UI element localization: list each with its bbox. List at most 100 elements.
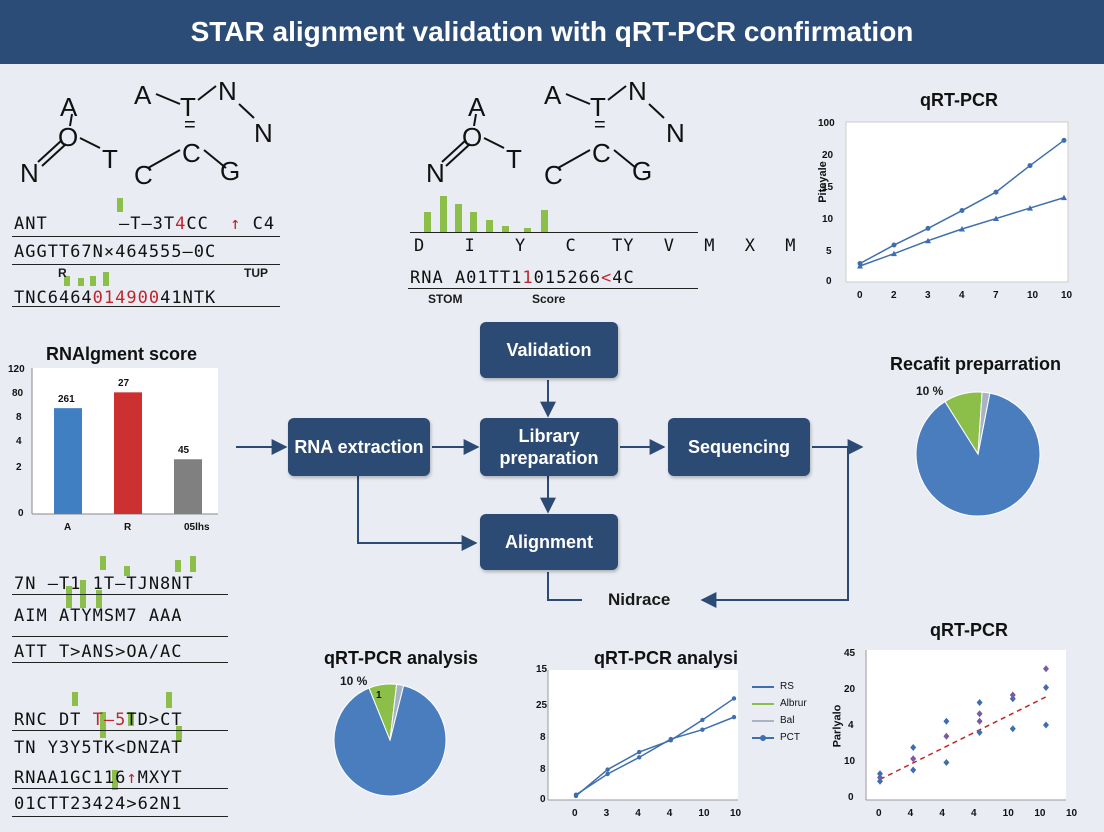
pie-slice-main [333, 685, 447, 797]
data-point [637, 749, 642, 755]
pie-right [915, 391, 1041, 517]
seq-left-mid-line3: ATT T>ANS>OA/AC [14, 642, 183, 662]
scatter-point [943, 717, 950, 725]
data-point [573, 792, 579, 797]
pie-bottom [333, 683, 447, 797]
pie-bottom-annotation: 10 % [340, 674, 368, 688]
scatter-point [1009, 725, 1016, 733]
seq-rule [12, 662, 228, 663]
data-point [1061, 137, 1067, 143]
seq-rule [408, 288, 698, 289]
chart-top-xtick: 3 [925, 290, 931, 301]
seq-label-tup: TUP [244, 266, 268, 280]
double-bond-left: = [184, 114, 196, 136]
seq-seg-red: ↑ [230, 214, 242, 234]
atom-o-center: O [462, 122, 483, 152]
chart-top-ytick: 15 [822, 182, 834, 193]
molecule-bonds-center [441, 85, 665, 169]
data-point [1027, 205, 1033, 211]
data-point [993, 215, 999, 222]
atom-g-left: G [220, 156, 241, 186]
atom-n-center: N [426, 158, 445, 188]
scatter-point [1043, 684, 1049, 691]
seq-seg: RNC DT [14, 710, 93, 730]
series-line-A [575, 697, 735, 797]
bar-chart-title: RNAlgment score [46, 344, 198, 364]
bar-A [54, 408, 82, 514]
scatter-xtick: 4 [939, 808, 945, 819]
bar-value-label: 27 [118, 378, 130, 390]
scatter-point [877, 770, 883, 778]
bar-ytick: 2 [16, 462, 22, 473]
sc-ytick: 0 [848, 792, 854, 803]
seq-seg: C4 [252, 214, 276, 234]
scatter-point [943, 732, 950, 740]
axis-letter: D [414, 236, 426, 256]
center-histogram-bars [424, 196, 548, 232]
rna-extraction-box[interactable]: RNA extraction [288, 418, 430, 476]
pie-right-title: Recafit preparration [890, 354, 1062, 374]
axis-letter: V [663, 236, 675, 256]
chart-top-ytick: 5 [826, 246, 832, 257]
axis-letter: M [785, 236, 797, 256]
data-point [891, 250, 897, 257]
bar-category-label: A [64, 522, 72, 533]
chart-bottom-xtick: 10 [730, 808, 742, 819]
axis-letter: Y [515, 236, 527, 256]
bar-value-label: 45 [178, 445, 190, 457]
scatter-xtick: 4 [971, 808, 977, 819]
seq-seg-red: ↑ [126, 768, 138, 788]
seq-center-line: RNA A01TT11015266<4C [410, 268, 635, 288]
alignment-box[interactable]: Alignment [480, 514, 618, 570]
scatter-point [1043, 665, 1049, 673]
legend-bal: Bal [780, 715, 795, 726]
seq-left-top-line3: TNC646401490041NTK [14, 288, 216, 308]
molecule-bonds-left [37, 85, 255, 169]
seq-seg: ANT [14, 214, 48, 234]
data-point [925, 237, 931, 244]
scatter-xtick: 10 [1002, 808, 1014, 819]
sc-ytick: 4 [848, 720, 854, 731]
chart-bottom-line-series [573, 696, 737, 799]
seq-rule [12, 788, 228, 789]
validation-box[interactable]: Validation [480, 322, 618, 378]
scatter-xtick: 0 [876, 808, 882, 819]
scatter-point [976, 729, 983, 736]
seq-seg: MXYT [137, 768, 183, 788]
seq-seg: –T–3T [118, 214, 176, 234]
scatter-frame [865, 650, 1066, 801]
atom-a-center: A [468, 92, 486, 122]
seq-rule [12, 636, 228, 637]
flow-arrows [236, 380, 864, 608]
atom-n3-center: N [666, 118, 685, 148]
data-point [857, 262, 863, 269]
seq-seg: 4C [612, 268, 635, 288]
axis-letter: I [464, 236, 476, 256]
axis-letter: TY [612, 236, 635, 256]
seq-seg-red: T–5 [92, 710, 127, 730]
data-point [959, 226, 965, 232]
seq-left-bot-line2: TN Y3Y5TK<DNZAT [14, 738, 183, 758]
seq-rule [12, 236, 280, 237]
seq-left-bot-line4: 01CTT23424>62N1 [14, 794, 183, 814]
library-preparation-box[interactable]: Library preparation [480, 418, 618, 476]
seq-rule [12, 306, 280, 307]
data-point [1027, 163, 1033, 169]
sequencing-box[interactable]: Sequencing [668, 418, 810, 476]
data-point [700, 727, 705, 732]
chart-bottom-line-frame [547, 670, 738, 801]
bl-ytick: 8 [540, 732, 546, 743]
seq-rule [12, 816, 228, 817]
legend-pct: PCT [780, 732, 800, 743]
atom-t2-center: T [590, 92, 606, 122]
seq-rule [12, 264, 280, 265]
bl-ytick: 15 [536, 664, 548, 675]
atom-t-center: T [506, 144, 522, 174]
bar-R [114, 392, 142, 514]
chart-bottom-xtick: 10 [698, 808, 710, 819]
chart-bottom-xtick: 4 [635, 808, 641, 819]
seq-seg-red: 4 [175, 214, 187, 234]
atom-c-center: C [592, 138, 611, 168]
bar-category-label: 05lhs [184, 522, 210, 533]
data-point [993, 189, 999, 195]
